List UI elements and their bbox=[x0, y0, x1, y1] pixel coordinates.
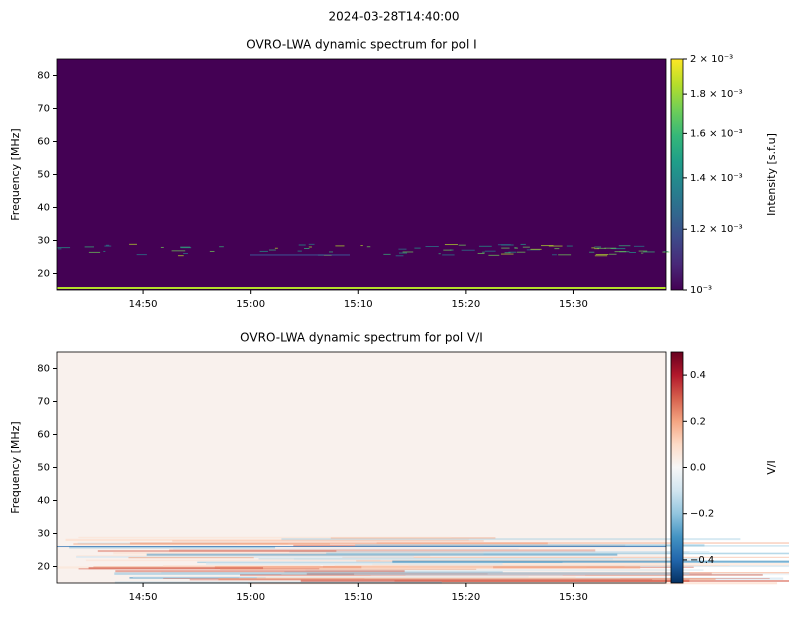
x-tick-label: 14:50 bbox=[129, 592, 158, 603]
colorbar bbox=[670, 58, 684, 291]
axes-title: OVRO-LWA dynamic spectrum for pol I bbox=[246, 38, 476, 52]
colorbar-tick-label: 1.6 × 10⁻³ bbox=[690, 128, 743, 139]
colorbar-label: V/I bbox=[765, 460, 778, 474]
colorbar-tick-label: 10⁻³ bbox=[690, 285, 712, 296]
colorbar-tick-label: 1.4 × 10⁻³ bbox=[690, 173, 743, 184]
x-tick-label: 15:20 bbox=[451, 592, 480, 603]
y-axis-label: Frequency [MHz] bbox=[9, 128, 22, 220]
y-axis-label: Frequency [MHz] bbox=[9, 421, 22, 513]
colorbar-tick-label: 1.8 × 10⁻³ bbox=[690, 89, 743, 100]
y-tick-label: 20 bbox=[37, 269, 50, 280]
x-tick-label: 15:00 bbox=[236, 592, 265, 603]
x-tick-label: 15:30 bbox=[559, 299, 588, 310]
y-tick-label: 30 bbox=[37, 236, 50, 247]
x-tick-label: 15:00 bbox=[236, 299, 265, 310]
x-tick-label: 15:20 bbox=[451, 299, 480, 310]
y-tick-label: 30 bbox=[37, 529, 50, 540]
y-tick-label: 60 bbox=[37, 430, 50, 441]
y-tick-label: 80 bbox=[37, 71, 50, 82]
y-tick-label: 20 bbox=[37, 562, 50, 573]
colorbar-tick-label: 2 × 10⁻³ bbox=[690, 54, 733, 65]
x-tick-label: 15:10 bbox=[344, 299, 373, 310]
y-tick-label: 50 bbox=[37, 170, 50, 181]
y-tick-label: 60 bbox=[37, 137, 50, 148]
figure-title: 2024-03-28T14:40:00 bbox=[329, 10, 460, 24]
y-tick-label: 70 bbox=[37, 104, 50, 115]
colorbar-tick-label: 0.0 bbox=[690, 463, 706, 474]
x-tick-label: 15:10 bbox=[344, 592, 373, 603]
y-tick-label: 70 bbox=[37, 397, 50, 408]
x-tick-label: 15:30 bbox=[559, 592, 588, 603]
axes-title: OVRO-LWA dynamic spectrum for pol V/I bbox=[240, 331, 483, 345]
y-tick-label: 50 bbox=[37, 463, 50, 474]
colorbar-tick-label: 1.2 × 10⁻³ bbox=[690, 224, 743, 235]
heatmap-image bbox=[57, 59, 666, 290]
colorbar-tick-label: −0.4 bbox=[690, 555, 714, 566]
colorbar-tick-label: 0.4 bbox=[690, 370, 706, 381]
x-tick-label: 14:50 bbox=[129, 299, 158, 310]
y-tick-label: 80 bbox=[37, 364, 50, 375]
colorbar-tick-label: 0.2 bbox=[690, 416, 706, 427]
colorbar bbox=[670, 351, 684, 584]
colorbar-tick-label: −0.2 bbox=[690, 509, 714, 520]
colorbar-label: Intensity [s.f.u] bbox=[765, 133, 778, 216]
y-tick-label: 40 bbox=[37, 203, 50, 214]
y-tick-label: 40 bbox=[37, 496, 50, 507]
